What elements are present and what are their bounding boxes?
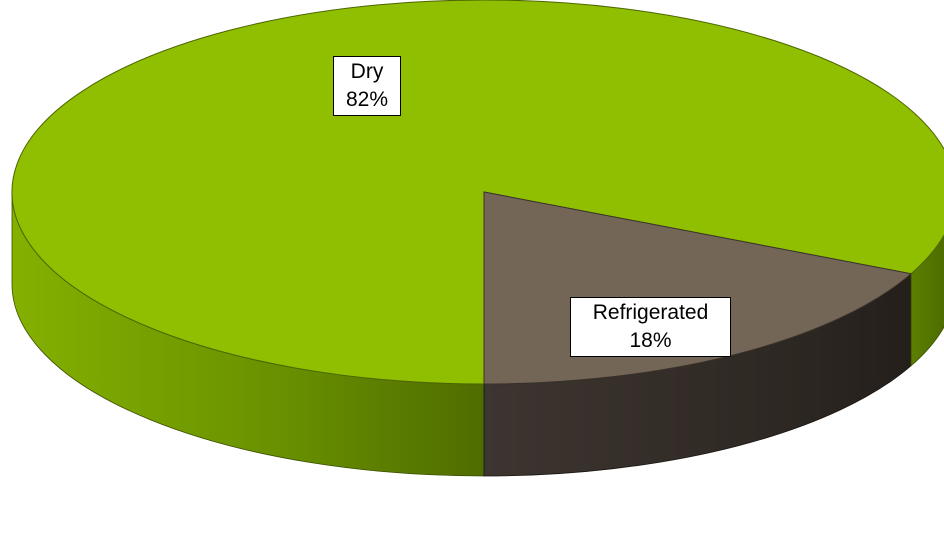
data-label-refrigerated-value: 18% <box>629 329 672 352</box>
data-label-dry-category: Dry <box>350 60 384 83</box>
data-label-dry: Dry 82% <box>333 56 401 116</box>
data-label-refrigerated: Refrigerated 18% <box>570 297 731 357</box>
data-label-dry-value: 82% <box>345 88 389 111</box>
data-label-refrigerated-category: Refrigerated <box>592 301 709 324</box>
pie-top-faces <box>11 0 944 385</box>
pie-slice-dry <box>11 0 944 385</box>
